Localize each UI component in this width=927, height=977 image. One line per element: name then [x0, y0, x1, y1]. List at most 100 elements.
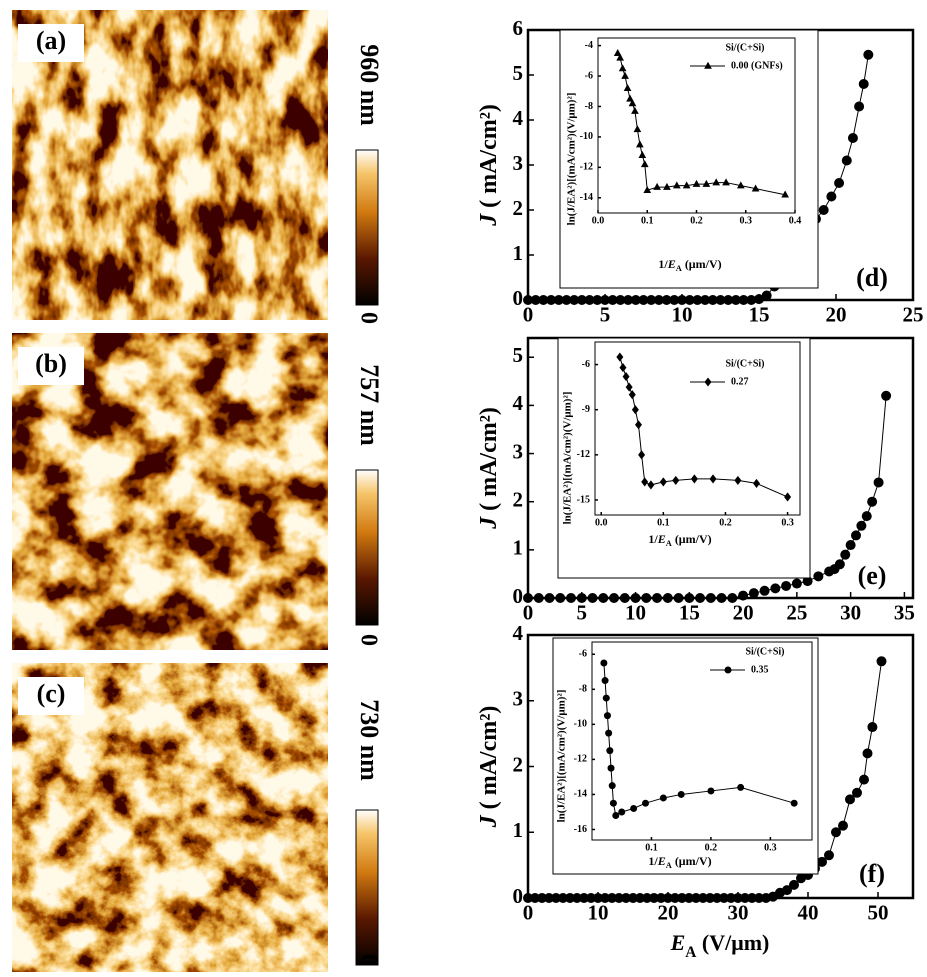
axes-frame	[591, 641, 813, 841]
y-tick-label: -12	[574, 754, 587, 765]
marker	[572, 893, 582, 903]
marker	[669, 295, 680, 305]
marker	[663, 893, 673, 903]
legend-label: 0.00 (GNFs)	[731, 60, 783, 71]
y-tick-label: -14	[580, 192, 593, 203]
x-axis-label: 1/EA (μm/V)	[658, 257, 721, 274]
marker	[707, 787, 715, 795]
marker	[646, 295, 657, 305]
marker	[566, 593, 577, 603]
legend-title: Si/(C+Si)	[725, 358, 764, 369]
label-part: E	[670, 930, 686, 955]
y-tick-label: 5	[513, 61, 524, 85]
marker	[727, 593, 738, 603]
marker	[630, 295, 641, 305]
x-tick-label: 0.3	[740, 215, 753, 226]
marker	[856, 520, 867, 531]
marker	[546, 295, 557, 305]
marker	[630, 593, 641, 603]
panel-label: (f)	[859, 859, 885, 888]
inset-background	[559, 29, 819, 289]
marker	[661, 295, 672, 305]
marker	[677, 790, 685, 798]
marker	[684, 295, 695, 305]
y-axis-label: J ( mA/cm²)	[476, 407, 502, 530]
colorbar	[355, 469, 379, 626]
marker	[873, 477, 884, 488]
marker	[712, 893, 722, 903]
marker	[538, 295, 549, 305]
marker	[770, 583, 781, 594]
marker	[626, 94, 634, 102]
panel-label: (e)	[858, 561, 887, 590]
label-part: (μm/V)	[682, 257, 722, 271]
marker	[621, 71, 629, 79]
marker	[579, 893, 589, 903]
marker	[633, 125, 642, 133]
panel-label: (b)	[35, 349, 67, 378]
marker	[705, 893, 715, 903]
marker	[692, 179, 701, 187]
marker	[649, 893, 659, 903]
legend-label: 0.27	[731, 376, 749, 387]
marker	[593, 893, 603, 903]
marker	[523, 593, 533, 603]
marker	[740, 893, 750, 903]
marker	[652, 593, 663, 603]
y-axis-label: J ( mA/cm²)	[476, 104, 502, 227]
marker	[738, 295, 749, 305]
marker	[641, 593, 652, 603]
marker	[619, 363, 627, 373]
x-axis-label: EA (V/μm)	[670, 930, 770, 961]
marker	[635, 893, 645, 903]
panel-label: (a)	[36, 26, 66, 55]
marker	[586, 893, 596, 903]
marker	[831, 827, 841, 838]
marker	[600, 893, 610, 903]
marker	[576, 295, 587, 305]
inset-background	[557, 337, 811, 579]
afm-image	[12, 333, 328, 650]
marker	[634, 420, 642, 430]
x-tick-label: 40	[798, 901, 819, 925]
marker	[561, 295, 572, 305]
legend-title: Si/(C+Si)	[725, 42, 764, 53]
x-axis-label: 1/EA (μm/V)	[648, 532, 711, 549]
marker	[715, 295, 726, 305]
marker	[692, 295, 703, 305]
marker	[607, 764, 615, 772]
marker	[824, 850, 834, 861]
label-part: J	[476, 213, 502, 227]
x-tick-label: 5	[577, 601, 588, 625]
marker	[682, 181, 691, 189]
marker	[847, 133, 858, 143]
marker	[854, 101, 865, 112]
y-tick-label: 0	[513, 584, 524, 608]
marker	[867, 496, 878, 507]
y-tick-label: 3	[513, 151, 524, 175]
marker	[673, 593, 684, 603]
x-tick-label: 0	[523, 303, 534, 327]
panel-label-box	[18, 24, 84, 62]
marker	[616, 352, 624, 362]
marker	[754, 294, 764, 305]
y-tick-label: 5	[513, 343, 524, 367]
x-tick-label: 0.1	[645, 842, 658, 853]
marker	[789, 879, 799, 890]
marker	[690, 474, 698, 484]
marker	[584, 295, 595, 305]
marker	[662, 593, 673, 603]
label-part: 1/	[658, 257, 668, 271]
marker	[630, 804, 638, 812]
marker	[834, 559, 845, 570]
marker	[818, 205, 829, 215]
marker	[876, 656, 887, 667]
y-tick-label: -15	[577, 494, 590, 505]
panel-label: (c)	[37, 679, 66, 708]
marker	[802, 576, 813, 587]
marker	[544, 593, 555, 603]
label-part: (μm/V)	[672, 854, 712, 868]
y-tick-label: 4	[513, 391, 524, 415]
marker	[608, 782, 616, 790]
marker	[858, 79, 869, 89]
